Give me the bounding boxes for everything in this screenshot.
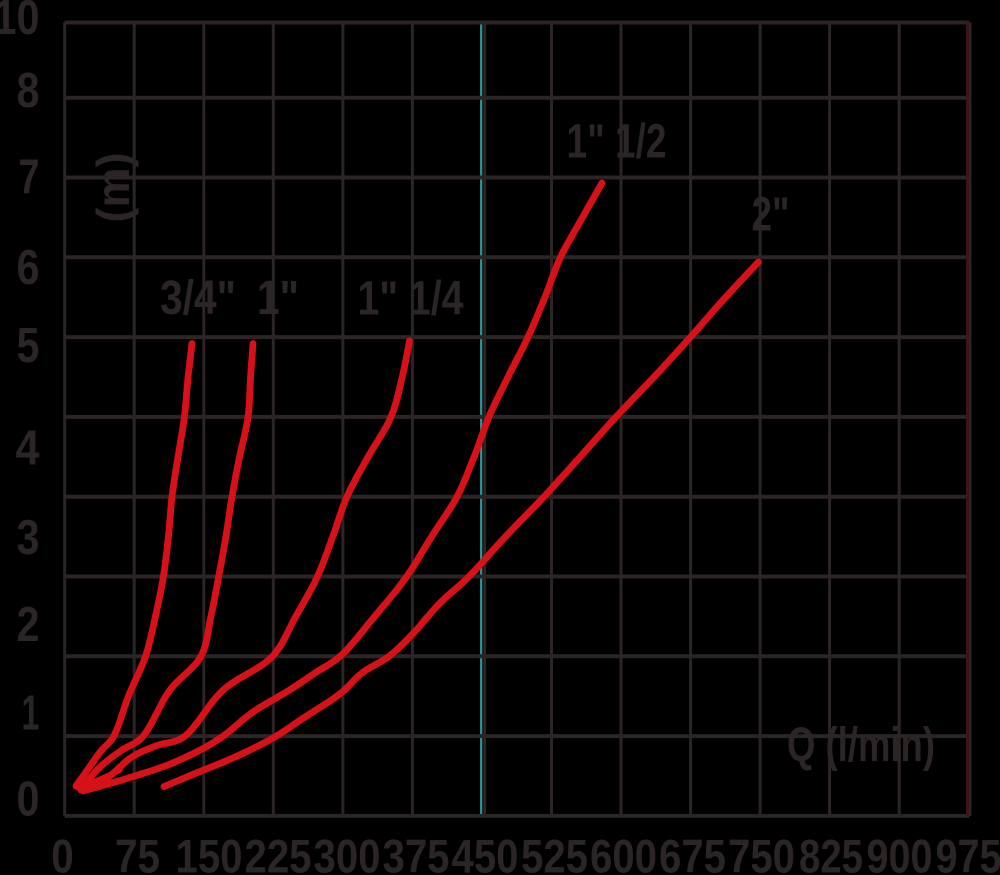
svg-text:0: 0 [51, 830, 74, 875]
svg-text:150: 150 [176, 830, 243, 875]
svg-text:Q (l/min): Q (l/min) [787, 719, 935, 772]
svg-text:2: 2 [17, 598, 40, 652]
svg-text:1" 1/4: 1" 1/4 [358, 273, 464, 326]
svg-text:1" 1/2: 1" 1/2 [567, 116, 667, 169]
svg-text:300: 300 [314, 830, 381, 875]
svg-text:900: 900 [867, 830, 933, 875]
svg-text:600: 600 [590, 830, 657, 875]
svg-text:(m): (m) [87, 153, 139, 223]
svg-text:825: 825 [799, 830, 863, 875]
svg-text:4: 4 [16, 421, 40, 475]
svg-text:75: 75 [115, 830, 160, 875]
svg-text:6: 6 [17, 241, 40, 295]
svg-text:0: 0 [17, 773, 40, 827]
svg-text:750: 750 [728, 830, 795, 875]
svg-text:10: 10 [0, 0, 40, 45]
svg-text:975: 975 [936, 830, 1000, 875]
svg-text:450: 450 [452, 830, 519, 875]
svg-text:3/4": 3/4" [160, 272, 236, 325]
svg-text:3: 3 [17, 511, 40, 565]
svg-text:525: 525 [521, 830, 588, 875]
svg-text:5: 5 [17, 319, 40, 373]
svg-text:375: 375 [383, 830, 450, 875]
svg-text:2": 2" [752, 189, 790, 242]
svg-text:675: 675 [659, 830, 726, 875]
svg-text:1: 1 [22, 686, 40, 740]
svg-text:8: 8 [17, 64, 40, 118]
svg-text:7: 7 [19, 151, 40, 205]
svg-text:225: 225 [245, 830, 312, 875]
svg-text:1": 1" [257, 272, 299, 325]
